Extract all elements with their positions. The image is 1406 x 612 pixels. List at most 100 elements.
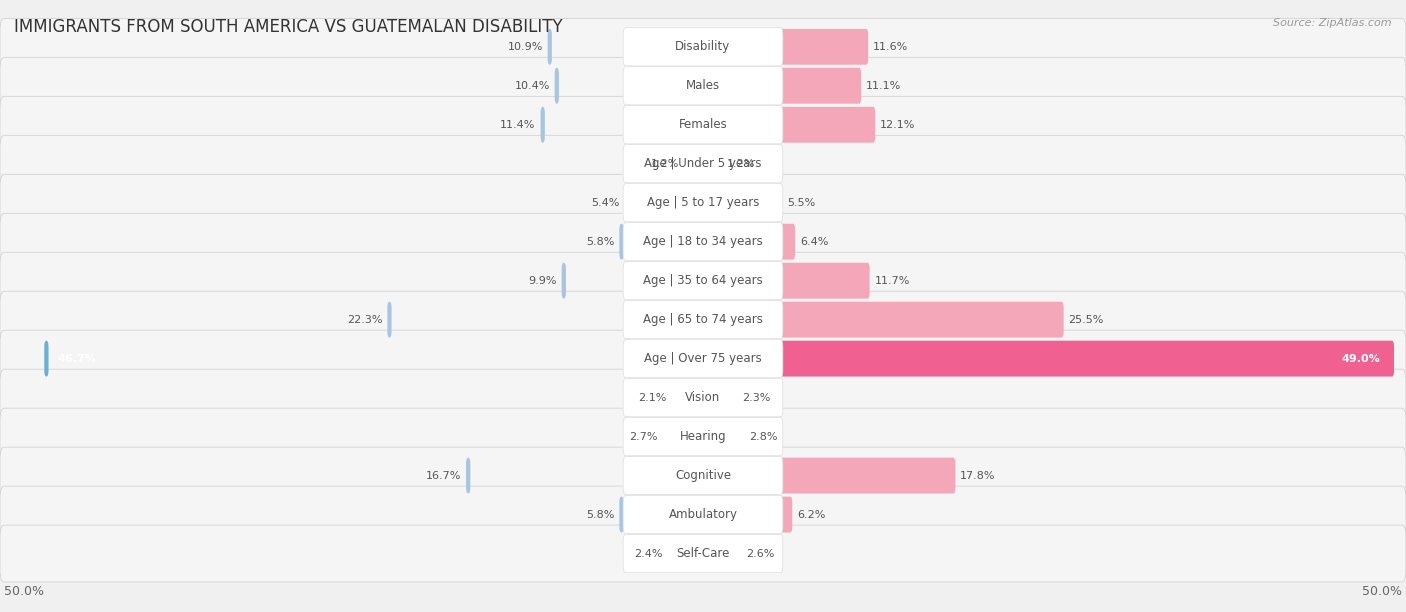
FancyBboxPatch shape [0,408,1406,465]
FancyBboxPatch shape [0,291,1406,348]
FancyBboxPatch shape [779,496,793,532]
Text: Age | 5 to 17 years: Age | 5 to 17 years [647,196,759,209]
FancyBboxPatch shape [626,419,665,455]
Text: 10.4%: 10.4% [515,81,550,91]
FancyBboxPatch shape [779,224,796,259]
Text: Hearing: Hearing [679,430,727,443]
Text: 9.9%: 9.9% [529,275,557,286]
FancyBboxPatch shape [619,496,624,532]
FancyBboxPatch shape [0,369,1406,426]
FancyBboxPatch shape [0,135,1406,192]
Text: Source: ZipAtlas.com: Source: ZipAtlas.com [1274,18,1392,28]
Text: Females: Females [679,118,727,131]
Text: 11.4%: 11.4% [501,120,536,130]
Text: 1.2%: 1.2% [651,159,679,169]
Text: 1.2%: 1.2% [727,159,755,169]
FancyBboxPatch shape [623,457,783,494]
FancyBboxPatch shape [0,447,1406,504]
Text: Age | 18 to 34 years: Age | 18 to 34 years [643,235,763,248]
FancyBboxPatch shape [626,536,669,572]
Text: Age | Over 75 years: Age | Over 75 years [644,352,762,365]
Text: 5.8%: 5.8% [586,510,614,520]
FancyBboxPatch shape [779,185,782,221]
FancyBboxPatch shape [623,340,783,378]
FancyBboxPatch shape [467,458,470,493]
Text: Age | 65 to 74 years: Age | 65 to 74 years [643,313,763,326]
FancyBboxPatch shape [0,486,1406,543]
FancyBboxPatch shape [779,68,860,103]
FancyBboxPatch shape [779,379,782,416]
FancyBboxPatch shape [0,58,1406,114]
FancyBboxPatch shape [554,68,560,103]
Text: 2.1%: 2.1% [638,393,666,403]
Text: IMMIGRANTS FROM SOUTH AMERICA VS GUATEMALAN DISABILITY: IMMIGRANTS FROM SOUTH AMERICA VS GUATEMA… [14,18,562,36]
FancyBboxPatch shape [623,300,783,339]
Text: 2.4%: 2.4% [634,548,662,559]
FancyBboxPatch shape [779,536,782,572]
Text: 2.7%: 2.7% [630,431,658,442]
FancyBboxPatch shape [623,378,783,417]
FancyBboxPatch shape [623,534,783,573]
Text: 16.7%: 16.7% [426,471,461,480]
FancyBboxPatch shape [0,174,1406,231]
FancyBboxPatch shape [623,417,783,456]
FancyBboxPatch shape [626,379,673,416]
Text: 6.2%: 6.2% [797,510,825,520]
Text: 5.8%: 5.8% [586,237,614,247]
Text: Self-Care: Self-Care [676,547,730,560]
Text: Cognitive: Cognitive [675,469,731,482]
FancyBboxPatch shape [623,261,783,300]
FancyBboxPatch shape [0,525,1406,582]
Text: 49.0%: 49.0% [1341,354,1381,364]
Text: 11.1%: 11.1% [866,81,901,91]
FancyBboxPatch shape [0,18,1406,75]
Text: Ambulatory: Ambulatory [668,508,738,521]
Text: Age | 35 to 64 years: Age | 35 to 64 years [643,274,763,287]
FancyBboxPatch shape [562,263,565,299]
Text: 5.4%: 5.4% [592,198,620,207]
FancyBboxPatch shape [44,341,48,376]
Text: Disability: Disability [675,40,731,53]
FancyBboxPatch shape [0,96,1406,153]
FancyBboxPatch shape [623,223,783,261]
Text: 50.0%: 50.0% [4,584,44,598]
FancyBboxPatch shape [623,496,783,534]
Text: 2.6%: 2.6% [747,548,775,559]
FancyBboxPatch shape [779,458,956,493]
Text: 10.9%: 10.9% [508,42,543,52]
FancyBboxPatch shape [779,263,869,299]
Text: 11.7%: 11.7% [875,275,910,286]
Text: 46.7%: 46.7% [58,354,97,364]
Text: Age | Under 5 years: Age | Under 5 years [644,157,762,170]
Text: 25.5%: 25.5% [1069,315,1104,324]
FancyBboxPatch shape [619,224,624,259]
FancyBboxPatch shape [623,28,783,66]
FancyBboxPatch shape [623,144,783,183]
Text: 11.6%: 11.6% [873,42,908,52]
FancyBboxPatch shape [626,146,686,182]
FancyBboxPatch shape [388,302,391,338]
FancyBboxPatch shape [540,107,546,143]
Text: Males: Males [686,80,720,92]
FancyBboxPatch shape [624,185,627,221]
Text: 12.1%: 12.1% [880,120,915,130]
FancyBboxPatch shape [779,107,875,143]
Text: 2.3%: 2.3% [742,393,770,403]
FancyBboxPatch shape [0,252,1406,309]
FancyBboxPatch shape [623,184,783,222]
FancyBboxPatch shape [623,106,783,144]
Text: 17.8%: 17.8% [960,471,995,480]
FancyBboxPatch shape [779,419,782,455]
FancyBboxPatch shape [623,67,783,105]
FancyBboxPatch shape [779,146,782,182]
Text: Vision: Vision [685,391,721,404]
Text: 6.4%: 6.4% [800,237,828,247]
Text: 2.8%: 2.8% [749,431,778,442]
FancyBboxPatch shape [779,302,1064,338]
FancyBboxPatch shape [547,29,551,65]
FancyBboxPatch shape [779,341,1395,376]
FancyBboxPatch shape [0,330,1406,387]
FancyBboxPatch shape [779,29,869,65]
Text: 5.5%: 5.5% [787,198,815,207]
Text: 50.0%: 50.0% [1362,584,1402,598]
